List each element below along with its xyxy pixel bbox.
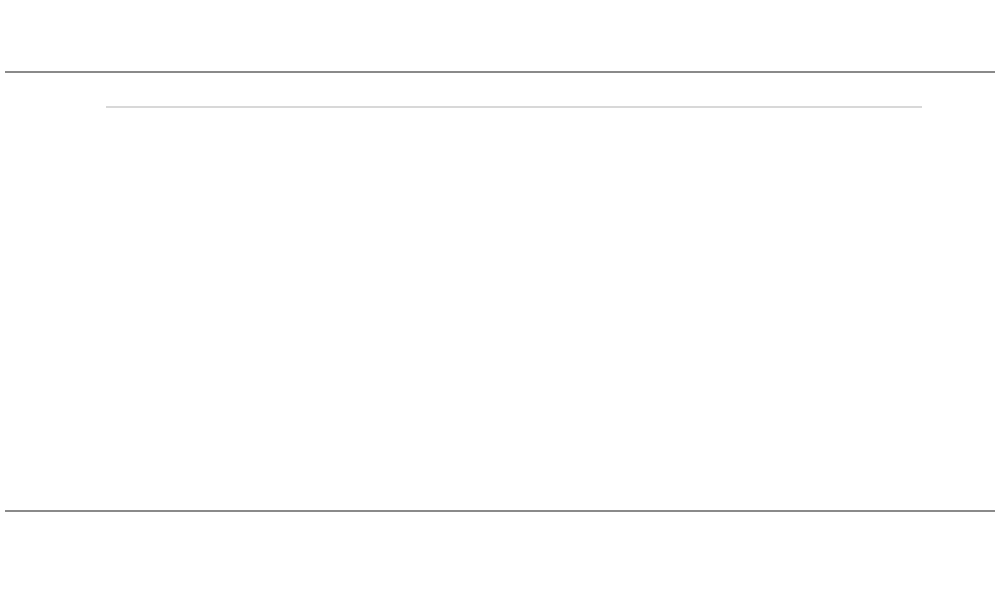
chart-canvas [5,71,995,512]
